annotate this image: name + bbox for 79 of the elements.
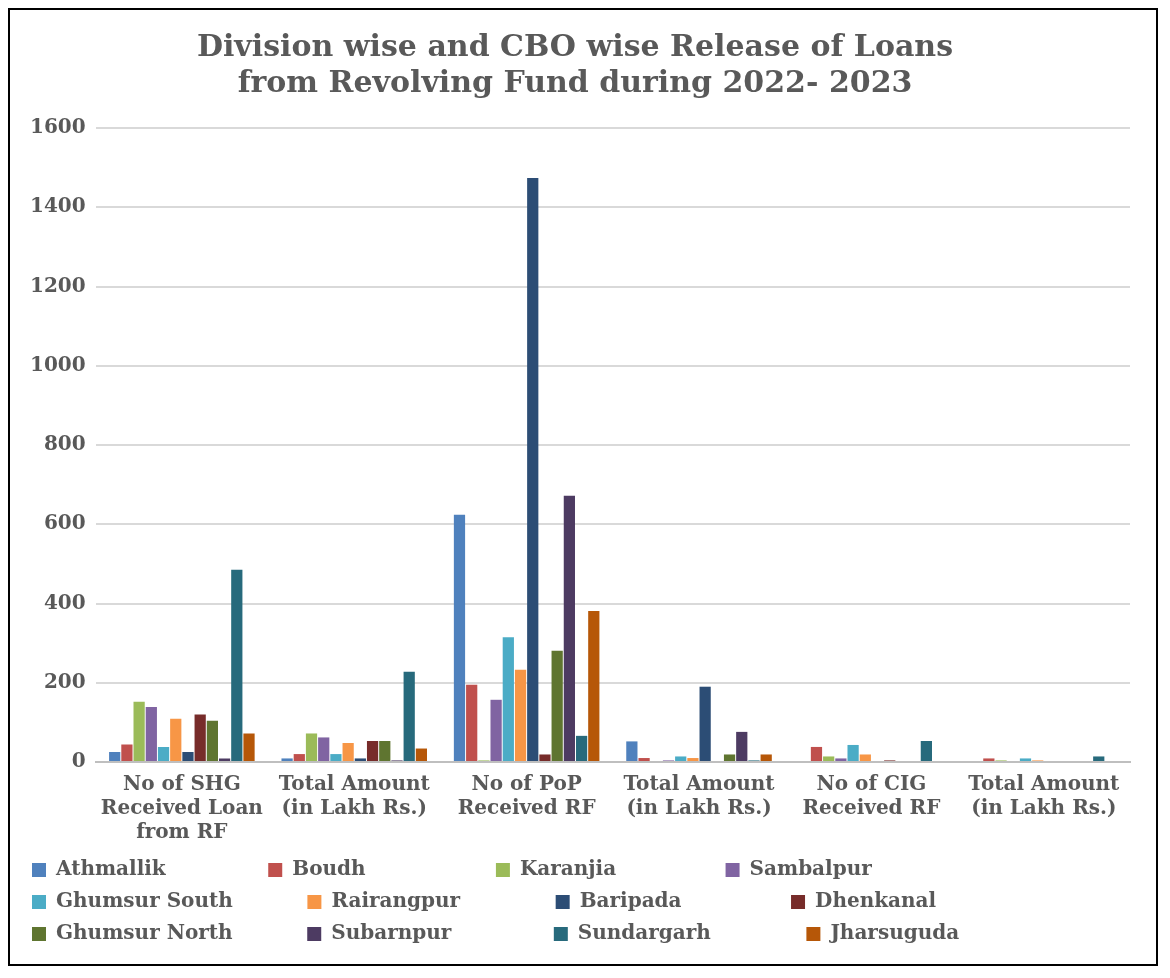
bar <box>847 744 859 761</box>
bar <box>760 754 772 761</box>
bar <box>810 746 823 761</box>
bar <box>342 742 354 761</box>
bar <box>575 735 588 761</box>
bar <box>539 754 551 761</box>
bar <box>835 758 847 761</box>
bar <box>354 758 366 761</box>
bar <box>823 756 835 761</box>
y-tick-label: 200 <box>43 668 86 693</box>
bar <box>736 731 748 761</box>
bar <box>563 495 575 761</box>
bar <box>527 177 539 761</box>
bar <box>1019 758 1032 761</box>
legend-label: Rairangpur <box>331 888 544 913</box>
bar <box>675 756 687 761</box>
bar <box>170 718 182 761</box>
legend-label: Sundargarh <box>577 920 795 945</box>
bar <box>133 701 145 761</box>
x-tick-label: No of PoP Received RF <box>457 771 596 820</box>
x-tick-label: Total Amount (in Lakh Rs.) <box>623 771 776 820</box>
bar <box>109 752 121 761</box>
bar <box>588 611 600 761</box>
y-tick-label: 400 <box>43 589 86 614</box>
bar <box>194 714 206 761</box>
bar <box>453 514 466 761</box>
bar <box>293 754 305 761</box>
bar <box>157 746 170 761</box>
bar <box>305 733 318 761</box>
bar <box>920 741 932 761</box>
bar <box>551 650 563 761</box>
y-tick-label: 1000 <box>29 351 86 376</box>
bar <box>231 569 243 761</box>
bar <box>626 741 638 761</box>
x-tick-label: Total Amount (in Lakh Rs.) <box>968 771 1121 820</box>
bar <box>514 669 527 761</box>
y-tick-label: 1400 <box>29 193 86 218</box>
x-tick-label: Total Amount (in Lakh Rs.) <box>278 771 431 820</box>
legend-label: Subarnpur <box>331 920 542 945</box>
bar <box>318 737 330 761</box>
legend-label: Jharsuguda <box>828 920 1043 945</box>
bar <box>466 684 478 761</box>
bar <box>145 706 157 761</box>
bar <box>490 699 502 761</box>
bar <box>281 758 293 761</box>
bar <box>218 758 231 761</box>
bar <box>859 754 871 761</box>
bar <box>379 741 391 761</box>
bar <box>723 754 736 761</box>
bar <box>121 744 133 761</box>
legend-label: Karanjia <box>519 856 714 881</box>
y-tick-label: 800 <box>43 431 86 456</box>
bar <box>983 758 995 761</box>
bar <box>415 748 428 761</box>
legend-label: Ghumsur South <box>56 888 296 913</box>
bar <box>182 752 194 761</box>
bar <box>699 686 711 761</box>
legend-label: Baripada <box>579 888 780 913</box>
bar <box>206 720 218 761</box>
bar <box>687 758 699 761</box>
bar <box>243 733 255 761</box>
bar <box>330 754 342 761</box>
bar <box>638 758 650 761</box>
y-tick-label: 1600 <box>29 114 86 139</box>
legend-label: Sambalpur <box>749 856 963 881</box>
x-tick-label: No of CIG Received RF <box>802 771 941 820</box>
bar <box>502 637 514 761</box>
legend-label: Athmallik <box>55 856 257 881</box>
bar <box>403 671 415 761</box>
bar <box>1093 756 1105 761</box>
y-tick-label: 1200 <box>29 272 86 297</box>
y-tick-label: 0 <box>71 748 86 773</box>
y-tick-label: 600 <box>43 510 86 535</box>
legend-label: Ghumsur North <box>56 920 296 945</box>
x-tick-label: No of SHG Received Loan from RF <box>100 771 264 844</box>
legend-label: Dhenkanal <box>815 888 1027 913</box>
legend-label: Boudh <box>292 856 484 881</box>
bar <box>366 741 379 761</box>
chart-title: Division wise and CBO wise Release of Loans from Revolving Fund during 2022- 2023 <box>196 27 954 99</box>
